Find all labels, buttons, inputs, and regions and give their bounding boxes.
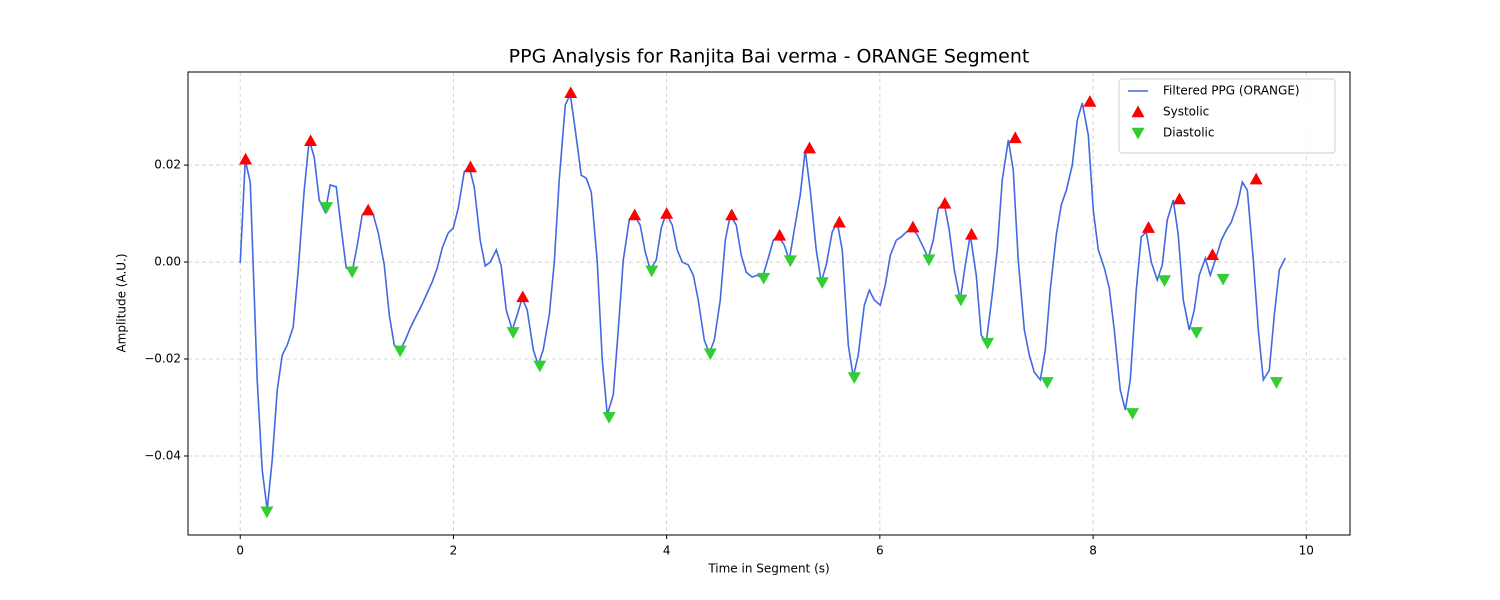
systolic-marker [832, 215, 846, 228]
systolic-marker [564, 86, 578, 99]
x-tick-label: 2 [450, 544, 458, 558]
systolic-marker [965, 227, 979, 240]
plot-frame [187, 71, 1351, 536]
diastolic-marker [1189, 327, 1203, 339]
systolic-marker [1249, 172, 1263, 185]
diastolic-marker [703, 348, 717, 361]
legend-marker [1131, 105, 1145, 118]
legend-box [1118, 78, 1336, 154]
diastolic-marker [1216, 273, 1230, 286]
diastolic-marker [393, 345, 407, 358]
systolic-marker [304, 134, 318, 147]
systolic-marker [773, 228, 787, 241]
diastolic-marker [954, 294, 968, 307]
systolic-marker [628, 208, 642, 221]
ppg-line [239, 91, 1287, 510]
chart-title: PPG Analysis for Ranjita Bai verma - ORA… [509, 46, 1030, 68]
systolic-marker [516, 290, 530, 303]
systolic-marker [906, 220, 920, 233]
y-tick-label: −0.04 [144, 448, 181, 462]
systolic-marker [239, 152, 253, 165]
y-tick-label: −0.02 [144, 352, 181, 366]
diastolic-marker [815, 277, 829, 289]
diastolic-marker [1269, 377, 1283, 389]
y-tick-label: 0.02 [154, 158, 181, 172]
diastolic-marker [1040, 377, 1054, 389]
x-tick-label: 8 [1089, 544, 1097, 558]
diastolic-marker [506, 327, 520, 339]
diastolic-marker [645, 265, 659, 278]
diastolic-marker [1126, 408, 1140, 420]
systolic-marker [725, 208, 739, 221]
diastolic-marker [533, 360, 547, 373]
diastolic-marker [602, 411, 616, 424]
y-tick-label: 0.00 [154, 255, 181, 269]
legend-marker [1131, 127, 1145, 140]
x-tick-label: 10 [1299, 544, 1314, 558]
systolic-marker [660, 207, 674, 219]
diastolic-marker [320, 202, 334, 214]
x-tick-label: 4 [663, 544, 671, 558]
systolic-marker [1008, 131, 1022, 144]
diastolic-marker [981, 337, 995, 350]
diastolic-marker [260, 506, 274, 519]
systolic-marker [1172, 192, 1186, 205]
systolic-marker [464, 160, 478, 173]
diastolic-marker [757, 272, 771, 285]
systolic-marker [1083, 95, 1097, 107]
diastolic-marker [847, 372, 861, 384]
legend-label: Diastolic [1163, 126, 1215, 140]
systolic-marker [361, 203, 375, 216]
diastolic-marker [783, 255, 797, 268]
systolic-marker [1142, 221, 1156, 233]
legend-label: Systolic [1163, 105, 1209, 119]
y-axis-label: Amplitude (A.U.) [115, 253, 129, 352]
x-tick-label: 6 [876, 544, 884, 558]
systolic-marker [1205, 248, 1219, 260]
systolic-marker [938, 196, 952, 209]
x-tick-label: 0 [236, 544, 244, 558]
x-axis-label: Time in Segment (s) [707, 562, 829, 576]
systolic-marker [803, 141, 817, 154]
diastolic-marker [922, 254, 936, 267]
legend-label: Filtered PPG (ORANGE) [1163, 84, 1300, 98]
diastolic-marker [1158, 275, 1172, 287]
diastolic-marker [345, 266, 359, 279]
